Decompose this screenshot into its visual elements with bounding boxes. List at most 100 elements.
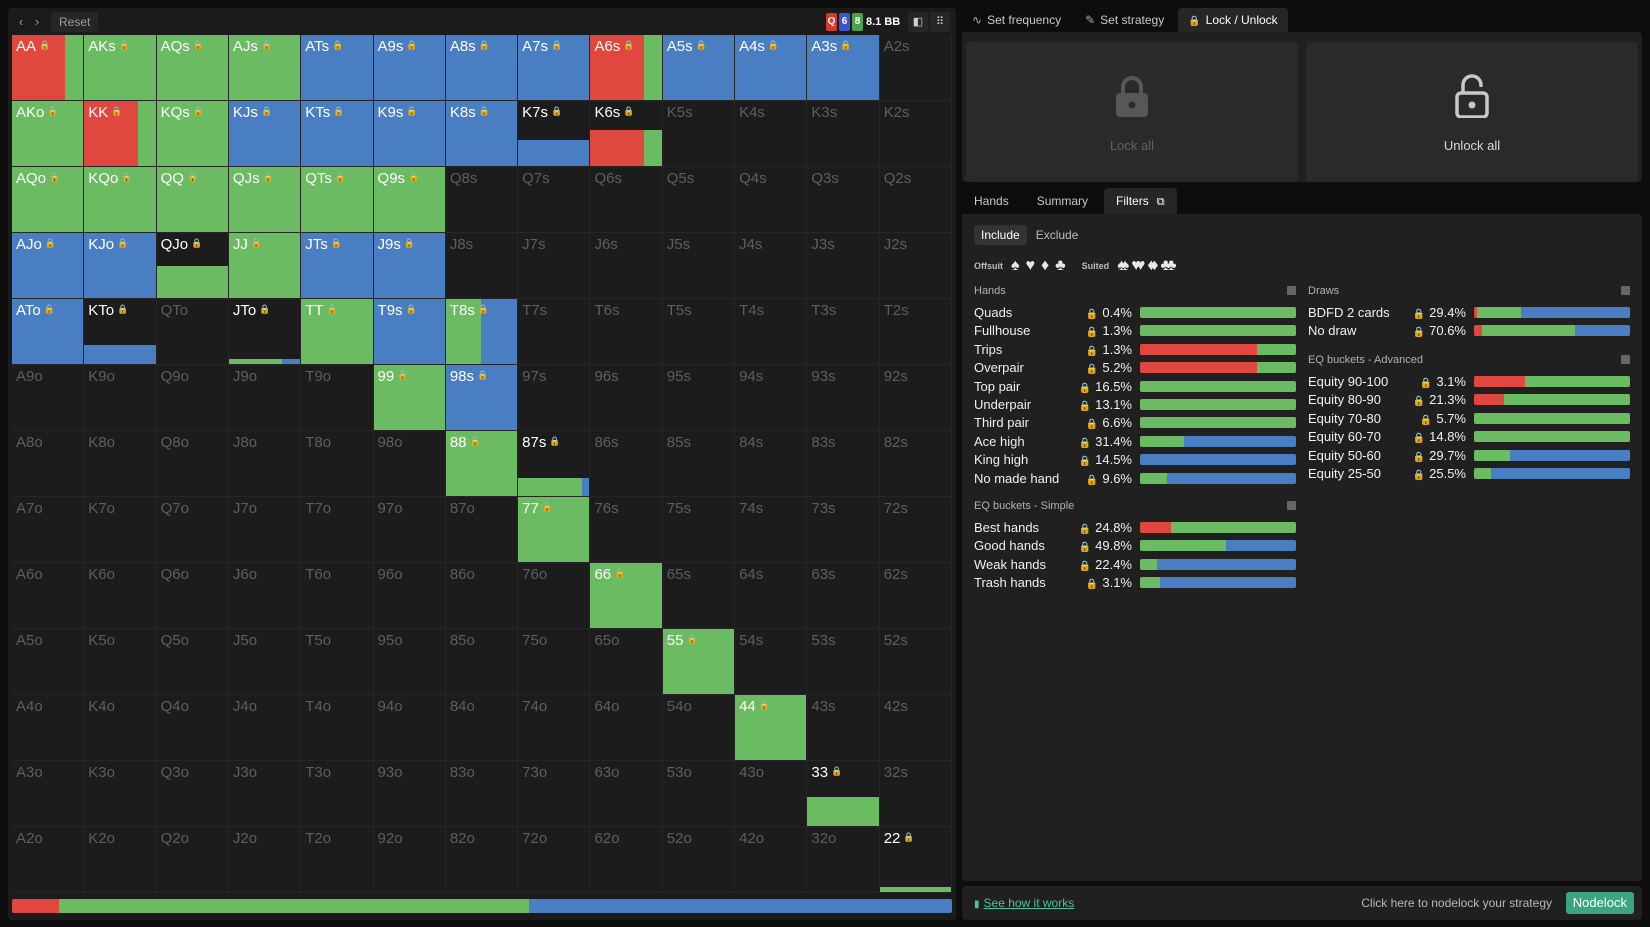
- hand-cell-Q9s[interactable]: Q9s 🔒: [373, 167, 446, 233]
- filter-row-best-hands[interactable]: Best hands 🔒 24.8%: [974, 518, 1296, 537]
- hand-cell-J6o[interactable]: J6o: [228, 563, 302, 629]
- hand-cell-AQo[interactable]: AQo 🔒: [12, 167, 85, 233]
- hand-cell-QJo[interactable]: QJo 🔒: [156, 233, 229, 299]
- hand-cell-K6o[interactable]: K6o: [84, 563, 157, 629]
- hand-cell-82o[interactable]: 82o: [445, 827, 519, 893]
- hand-cell-K2o[interactable]: K2o: [84, 827, 157, 893]
- hand-cell-Q2o[interactable]: Q2o: [156, 827, 229, 893]
- hand-cell-K7s[interactable]: K7s 🔒: [518, 101, 591, 167]
- hand-cell-92s[interactable]: 92s: [879, 365, 952, 431]
- hand-cell-T4s[interactable]: T4s: [735, 299, 808, 365]
- hand-cell-T6o[interactable]: T6o: [301, 563, 374, 629]
- hand-cell-KTo[interactable]: KTo 🔒: [84, 299, 157, 365]
- filter-row-no-made-hand[interactable]: No made hand 🔒 9.6%: [974, 469, 1296, 488]
- hand-cell-ATs[interactable]: ATs 🔒: [301, 35, 374, 101]
- hand-cell-A5s[interactable]: A5s 🔒: [662, 35, 736, 101]
- mode-tab-set-strategy[interactable]: ✎ Set strategy: [1075, 8, 1174, 32]
- hand-cell-43s[interactable]: 43s: [807, 695, 880, 761]
- hand-cell-87s[interactable]: 87s 🔒: [518, 431, 591, 497]
- hand-cell-K3s[interactable]: K3s: [807, 101, 880, 167]
- hand-cell-KQs[interactable]: KQs 🔒: [156, 101, 229, 167]
- draws-section-checkbox[interactable]: [1621, 286, 1630, 295]
- hand-cell-62s[interactable]: 62s: [879, 563, 952, 629]
- tab-filters[interactable]: Filters ⧉: [1104, 188, 1177, 214]
- offsuit-suit-filter[interactable]: ♦: [1041, 257, 1050, 274]
- hand-cell-QTo[interactable]: QTo: [156, 299, 229, 365]
- hand-cell-Q2s[interactable]: Q2s: [879, 167, 952, 233]
- hand-cell-96o[interactable]: 96o: [373, 563, 446, 629]
- hand-cell-T7s[interactable]: T7s: [518, 299, 591, 365]
- offsuit-suit-filter[interactable]: ♠: [1011, 257, 1020, 274]
- hand-cell-T5s[interactable]: T5s: [662, 299, 736, 365]
- hand-cell-84s[interactable]: 84s: [735, 431, 808, 497]
- hand-cell-J7s[interactable]: J7s: [518, 233, 591, 299]
- hand-cell-T5o[interactable]: T5o: [301, 629, 374, 695]
- hand-cell-JJ[interactable]: JJ 🔒: [228, 233, 302, 299]
- filter-row-trips[interactable]: Trips 🔒 1.3%: [974, 340, 1296, 359]
- hand-cell-J7o[interactable]: J7o: [228, 497, 302, 563]
- hand-cell-K5o[interactable]: K5o: [84, 629, 157, 695]
- hand-cell-K3o[interactable]: K3o: [84, 761, 157, 827]
- hand-cell-Q5s[interactable]: Q5s: [662, 167, 736, 233]
- offsuit-suit-filter[interactable]: ♣: [1055, 257, 1066, 274]
- filter-row-quads[interactable]: Quads 🔒 0.4%: [974, 303, 1296, 322]
- hand-cell-J3o[interactable]: J3o: [228, 761, 302, 827]
- hand-cell-A3o[interactable]: A3o: [12, 761, 85, 827]
- hand-cell-64o[interactable]: 64o: [590, 695, 663, 761]
- hand-cell-J9s[interactable]: J9s 🔒: [373, 233, 446, 299]
- hand-cell-T8o[interactable]: T8o: [301, 431, 374, 497]
- hand-cell-A2o[interactable]: A2o: [12, 827, 85, 893]
- filter-row-top-pair[interactable]: Top pair 🔒 16.5%: [974, 377, 1296, 396]
- hand-cell-54o[interactable]: 54o: [662, 695, 736, 761]
- hand-cell-Q5o[interactable]: Q5o: [156, 629, 229, 695]
- hand-cell-93s[interactable]: 93s: [807, 365, 880, 431]
- hand-cell-K7o[interactable]: K7o: [84, 497, 157, 563]
- hand-cell-AJs[interactable]: AJs 🔒: [228, 35, 302, 101]
- hand-cell-K4s[interactable]: K4s: [735, 101, 808, 167]
- hand-cell-65o[interactable]: 65o: [590, 629, 663, 695]
- hand-cell-94o[interactable]: 94o: [373, 695, 446, 761]
- hand-cell-72s[interactable]: 72s: [879, 497, 952, 563]
- hand-cell-95o[interactable]: 95o: [373, 629, 446, 695]
- suited-suit-filter[interactable]: ♣♣: [1160, 257, 1177, 274]
- filter-row-third-pair[interactable]: Third pair 🔒 6.6%: [974, 413, 1296, 432]
- hand-cell-Q9o[interactable]: Q9o: [156, 365, 229, 431]
- hand-cell-22[interactable]: 22 🔒: [879, 827, 952, 893]
- hand-cell-83o[interactable]: 83o: [445, 761, 519, 827]
- filter-row-king-high[interactable]: King high 🔒 14.5%: [974, 450, 1296, 469]
- hand-cell-K8o[interactable]: K8o: [84, 431, 157, 497]
- hand-cell-J5s[interactable]: J5s: [662, 233, 736, 299]
- hand-cell-63o[interactable]: 63o: [590, 761, 663, 827]
- hand-cell-A7s[interactable]: A7s 🔒: [518, 35, 591, 101]
- hand-cell-Q8o[interactable]: Q8o: [156, 431, 229, 497]
- hand-cell-J2s[interactable]: J2s: [879, 233, 952, 299]
- hand-cell-KJo[interactable]: KJo 🔒: [84, 233, 157, 299]
- chevron-right-icon[interactable]: ›: [34, 14, 40, 29]
- hand-cell-JTs[interactable]: JTs 🔒: [301, 233, 374, 299]
- copy-icon[interactable]: ⧉: [1156, 196, 1165, 208]
- hand-cell-KJs[interactable]: KJs 🔒: [228, 101, 302, 167]
- hand-cell-ATo[interactable]: ATo 🔒: [12, 299, 85, 365]
- hand-cell-33[interactable]: 33 🔒: [807, 761, 880, 827]
- see-how-link[interactable]: ▮ See how it works: [974, 896, 1074, 910]
- mode-tab-set-frequency[interactable]: ∿ Set frequency: [962, 8, 1071, 32]
- hand-cell-A2s[interactable]: A2s: [879, 35, 952, 101]
- hand-cell-63s[interactable]: 63s: [807, 563, 880, 629]
- hand-cell-Q4o[interactable]: Q4o: [156, 695, 229, 761]
- hand-cell-Q7o[interactable]: Q7o: [156, 497, 229, 563]
- hand-cell-96s[interactable]: 96s: [590, 365, 663, 431]
- hand-cell-88[interactable]: 88 🔒: [445, 431, 519, 497]
- hand-cell-J4s[interactable]: J4s: [735, 233, 808, 299]
- filter-row-no-draw[interactable]: No draw 🔒 70.6%: [1308, 321, 1630, 340]
- hand-cell-66[interactable]: 66 🔒: [590, 563, 663, 629]
- hand-cell-85s[interactable]: 85s: [662, 431, 736, 497]
- hands-section-checkbox[interactable]: [1287, 286, 1296, 295]
- hand-cell-AKs[interactable]: AKs 🔒: [84, 35, 157, 101]
- hand-cell-J5o[interactable]: J5o: [228, 629, 302, 695]
- hand-cell-A4s[interactable]: A4s 🔒: [735, 35, 808, 101]
- nodelock-button[interactable]: Nodelock: [1565, 892, 1634, 914]
- hand-cell-J2o[interactable]: J2o: [228, 827, 302, 893]
- hand-cell-QTs[interactable]: QTs 🔒: [301, 167, 374, 233]
- hand-cell-55[interactable]: 55 🔒: [662, 629, 736, 695]
- hand-cell-65s[interactable]: 65s: [662, 563, 736, 629]
